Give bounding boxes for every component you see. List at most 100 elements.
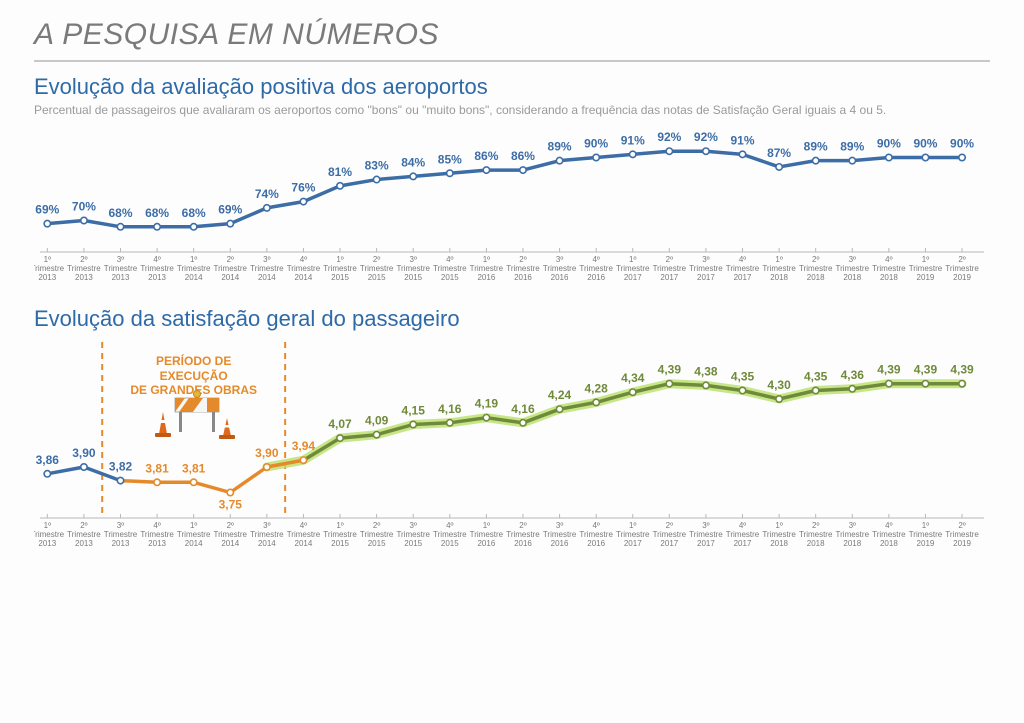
svg-text:3º: 3º (263, 521, 270, 530)
svg-text:3,90: 3,90 (255, 446, 279, 460)
svg-text:Trimestre: Trimestre (689, 264, 723, 273)
svg-text:Trimestre: Trimestre (616, 530, 650, 539)
svg-text:3º: 3º (410, 255, 417, 264)
svg-text:Trimestre: Trimestre (506, 530, 540, 539)
svg-text:2º: 2º (373, 521, 380, 530)
svg-text:3º: 3º (702, 255, 709, 264)
construction-barrier-icon (149, 390, 239, 445)
svg-text:Trimestre: Trimestre (433, 530, 467, 539)
svg-text:Trimestre: Trimestre (470, 264, 504, 273)
svg-text:91%: 91% (730, 134, 754, 148)
svg-text:2018: 2018 (843, 539, 861, 548)
svg-text:3º: 3º (556, 521, 563, 530)
svg-text:69%: 69% (35, 203, 59, 217)
svg-text:1º: 1º (190, 521, 197, 530)
svg-text:3,75: 3,75 (219, 498, 243, 512)
svg-text:81%: 81% (328, 165, 352, 179)
svg-text:Trimestre: Trimestre (433, 264, 467, 273)
svg-text:2014: 2014 (221, 539, 239, 548)
svg-text:68%: 68% (145, 206, 169, 220)
svg-text:2019: 2019 (953, 273, 971, 282)
svg-text:3º: 3º (410, 521, 417, 530)
svg-text:Trimestre: Trimestre (799, 264, 833, 273)
svg-text:1º: 1º (922, 255, 929, 264)
svg-text:1º: 1º (629, 521, 636, 530)
svg-text:4,36: 4,36 (841, 368, 865, 382)
svg-text:Trimestre: Trimestre (34, 264, 65, 273)
svg-text:90%: 90% (877, 137, 901, 151)
svg-text:2013: 2013 (38, 539, 56, 548)
svg-text:4,34: 4,34 (621, 371, 645, 385)
svg-text:2º: 2º (519, 521, 526, 530)
svg-text:Trimestre: Trimestre (67, 530, 101, 539)
svg-text:2016: 2016 (477, 539, 495, 548)
svg-text:3,94: 3,94 (292, 439, 316, 453)
svg-text:Trimestre: Trimestre (836, 264, 870, 273)
svg-text:2016: 2016 (551, 273, 569, 282)
svg-text:Trimestre: Trimestre (287, 264, 321, 273)
svg-text:3º: 3º (849, 521, 856, 530)
svg-text:Trimestre: Trimestre (470, 530, 504, 539)
svg-text:4º: 4º (592, 255, 599, 264)
svg-text:4º: 4º (300, 255, 307, 264)
svg-text:90%: 90% (950, 137, 974, 151)
svg-text:4º: 4º (739, 521, 746, 530)
svg-text:1º: 1º (483, 255, 490, 264)
svg-text:3º: 3º (556, 255, 563, 264)
svg-text:2018: 2018 (880, 539, 898, 548)
svg-text:Trimestre: Trimestre (579, 530, 613, 539)
svg-text:2017: 2017 (734, 273, 752, 282)
svg-text:69%: 69% (218, 203, 242, 217)
svg-text:Trimestre: Trimestre (214, 264, 248, 273)
svg-text:4º: 4º (153, 255, 160, 264)
svg-text:Trimestre: Trimestre (689, 530, 723, 539)
svg-text:90%: 90% (913, 137, 937, 151)
svg-text:2013: 2013 (112, 273, 130, 282)
svg-text:4º: 4º (885, 255, 892, 264)
svg-text:Trimestre: Trimestre (140, 530, 174, 539)
svg-text:2013: 2013 (75, 539, 93, 548)
svg-text:4,19: 4,19 (475, 397, 499, 411)
svg-text:2013: 2013 (38, 273, 56, 282)
svg-text:2019: 2019 (917, 539, 935, 548)
svg-text:3,81: 3,81 (145, 461, 169, 475)
svg-text:Trimestre: Trimestre (104, 264, 138, 273)
svg-text:2018: 2018 (770, 539, 788, 548)
svg-text:2º: 2º (227, 521, 234, 530)
svg-text:2017: 2017 (624, 273, 642, 282)
svg-text:85%: 85% (438, 152, 462, 166)
svg-text:Trimestre: Trimestre (214, 530, 248, 539)
svg-text:2015: 2015 (404, 539, 422, 548)
svg-text:4,16: 4,16 (511, 402, 535, 416)
svg-text:2016: 2016 (514, 539, 532, 548)
svg-text:Trimestre: Trimestre (360, 264, 394, 273)
svg-text:2014: 2014 (221, 273, 239, 282)
svg-text:1º: 1º (483, 521, 490, 530)
svg-text:2015: 2015 (368, 273, 386, 282)
svg-text:Trimestre: Trimestre (323, 264, 357, 273)
svg-text:Trimestre: Trimestre (836, 530, 870, 539)
svg-text:2014: 2014 (258, 539, 276, 548)
svg-text:2018: 2018 (843, 273, 861, 282)
svg-text:2015: 2015 (331, 539, 349, 548)
svg-text:70%: 70% (72, 200, 96, 214)
svg-text:4,35: 4,35 (804, 370, 828, 384)
svg-text:91%: 91% (621, 134, 645, 148)
svg-text:2017: 2017 (734, 539, 752, 548)
svg-text:4º: 4º (300, 521, 307, 530)
svg-text:1º: 1º (775, 255, 782, 264)
svg-text:Trimestre: Trimestre (945, 264, 979, 273)
chart1-svg: 1ºTrimestre20132ºTrimestre20133ºTrimestr… (34, 118, 990, 288)
svg-text:Trimestre: Trimestre (140, 264, 174, 273)
svg-text:83%: 83% (365, 159, 389, 173)
svg-text:2013: 2013 (75, 273, 93, 282)
svg-text:2014: 2014 (185, 273, 203, 282)
svg-text:92%: 92% (657, 130, 681, 144)
svg-text:2015: 2015 (331, 273, 349, 282)
svg-text:Trimestre: Trimestre (909, 530, 943, 539)
svg-text:2017: 2017 (697, 539, 715, 548)
svg-text:1º: 1º (336, 521, 343, 530)
svg-text:2º: 2º (666, 521, 673, 530)
svg-text:2015: 2015 (368, 539, 386, 548)
svg-text:4,39: 4,39 (658, 363, 682, 377)
